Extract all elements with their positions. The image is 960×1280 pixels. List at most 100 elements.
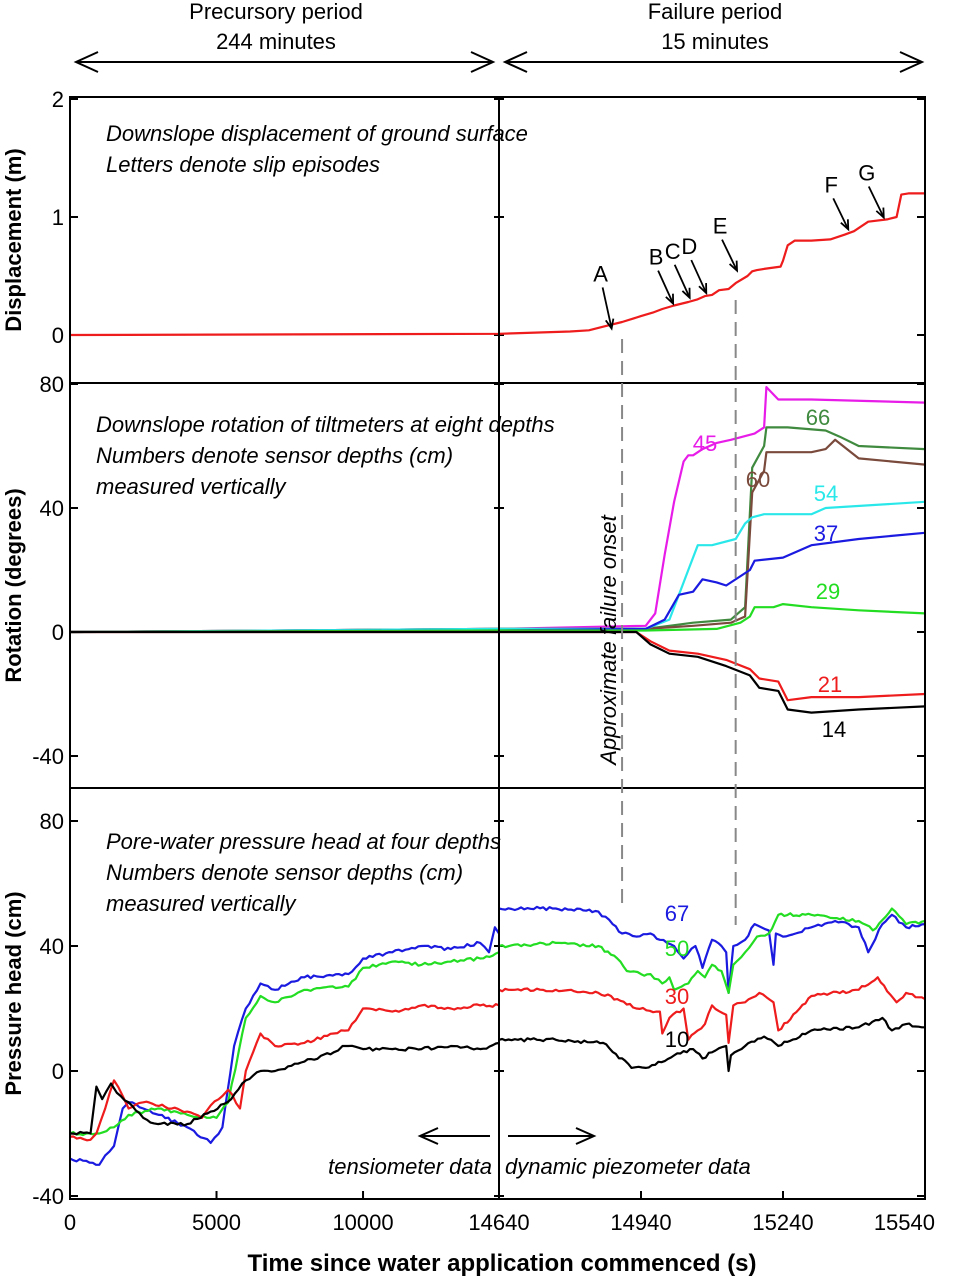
outer-frame (69, 96, 926, 1200)
y-tick-label: 0 (52, 323, 64, 348)
series-group (70, 386, 925, 714)
y-tick-label: 80 (40, 372, 64, 397)
y-tick-label: 0 (52, 620, 64, 645)
slip-arrowhead (698, 283, 708, 296)
precursory-period-label: Precursory period (189, 0, 363, 24)
rotation-label-21: 21 (818, 672, 842, 697)
y-axis-title: Rotation (degrees) (1, 488, 26, 682)
pressure-label-50: 50 (665, 936, 689, 961)
series-line-50 (70, 907, 925, 1137)
plot-frame (69, 96, 926, 1200)
series-line-10 (70, 1016, 925, 1136)
note-line: Letters denote slip episodes (106, 152, 380, 177)
x-axis-title: Time since water application commenced (… (247, 1250, 756, 1277)
pressure-panel: -40 0 40 80 Pressure head (cm) Pore-water pre… (1, 809, 925, 1209)
slip-label-B: B (649, 245, 664, 270)
failure-duration-label: 15 minutes (661, 29, 769, 54)
x-tick-label: 15540 (874, 1210, 935, 1235)
rotation-label-60: 60 (746, 467, 770, 492)
pressure-label-10: 10 (665, 1027, 689, 1052)
y-axis-title: Pressure head (cm) (1, 891, 26, 1095)
data-source-arrows (417, 1127, 597, 1145)
y-tick-label: 0 (52, 1059, 64, 1084)
slip-label-A: A (593, 261, 608, 286)
slip-arrowhead (681, 287, 691, 300)
y-tick-label: 40 (40, 934, 64, 959)
slip-arrow (690, 259, 708, 294)
slip-marker-A: A (593, 261, 615, 331)
y-tick-label: 2 (52, 87, 64, 112)
slip-marker-B: B (649, 245, 675, 306)
rotation-label-14: 14 (822, 717, 846, 742)
series-line-37 (70, 531, 925, 634)
failure-arrow (502, 51, 925, 73)
pressure-label-67: 67 (665, 901, 689, 926)
series-line-displacement (70, 192, 925, 337)
rotation-label-37: 37 (814, 521, 838, 546)
slip-arrow (721, 239, 738, 272)
slip-marker-F: F (825, 172, 850, 232)
slip-arrow (673, 264, 691, 299)
slip-arrow (867, 186, 885, 218)
rotation-label-54: 54 (814, 481, 838, 506)
series-group (70, 192, 925, 337)
rotation-label-66: 66 (806, 405, 830, 430)
piezometer-label: dynamic piezometer data (505, 1154, 751, 1179)
failure-period-label: Failure period (648, 0, 783, 24)
slip-marker-D: D (681, 234, 708, 296)
slip-arrowhead (728, 260, 739, 273)
y-tick-label: 80 (40, 809, 64, 834)
y-tick-label: 1 (52, 205, 64, 230)
series-line-45 (70, 386, 925, 634)
x-tick-label: 14940 (610, 1210, 671, 1235)
x-tick-label: 14640 (468, 1210, 529, 1235)
series-line-60 (70, 438, 925, 634)
piezometer-arrowhead (575, 1127, 597, 1145)
y-axis-title: Displacement (m) (1, 148, 26, 331)
x-axis: Time since water application commenced (… (64, 1191, 935, 1277)
note-line: Numbers denote sensor depths (cm) (106, 860, 463, 885)
series-group (70, 905, 925, 1166)
note-line: Downslope rotation of tiltmeters at eigh… (96, 412, 555, 437)
rotation-label-45: 45 (693, 431, 717, 456)
note-line: Pore-water pressure head at four depths (106, 829, 501, 854)
slip-marker-G: G (858, 161, 885, 220)
period-arrows (73, 51, 925, 73)
slip-label-F: F (825, 172, 838, 197)
note-line: Downslope displacement of ground surface (106, 121, 528, 146)
displacement-panel: 0 1 2 Displacement (m) Downslope displacemen… (1, 87, 925, 348)
slip-arrowhead (840, 219, 850, 232)
slip-arrowhead (605, 318, 615, 331)
series-line-21 (70, 630, 925, 702)
rotation-label-29: 29 (816, 579, 840, 604)
y-axis-2: -40 0 40 80 (32, 809, 925, 1209)
x-tick-label: 10000 (332, 1210, 393, 1235)
slip-arrow (832, 197, 850, 230)
slip-label-G: G (858, 161, 875, 186)
slip-arrow (657, 270, 674, 305)
slip-label-D: D (681, 234, 697, 259)
failure-onset-note: Approximate failure onset (596, 514, 621, 766)
slip-label-C: C (665, 239, 681, 264)
note-line: measured vertically (106, 891, 298, 916)
series-line-14 (70, 630, 925, 714)
y-tick-label: -40 (32, 1184, 64, 1209)
x-tick-label: 5000 (192, 1210, 241, 1235)
slip-arrow (601, 287, 613, 329)
y-tick-label: -40 (32, 744, 64, 769)
tensiometer-arrowhead (417, 1127, 439, 1145)
slip-arrowhead (875, 207, 885, 220)
precursory-arrow (73, 51, 496, 73)
slip-label-E: E (713, 214, 728, 239)
slip-marker-E: E (713, 214, 739, 273)
series-line-54 (70, 500, 925, 634)
slip-marker-C: C (665, 239, 691, 300)
series-line-30 (70, 976, 925, 1142)
period-header: Precursory period 244 minutes Failure pe… (73, 0, 925, 73)
slip-arrowhead (665, 293, 675, 306)
pressure-label-30: 30 (665, 984, 689, 1009)
x-tick-label: 15240 (752, 1210, 813, 1235)
note-line: measured vertically (96, 474, 288, 499)
y-tick-label: 40 (40, 496, 64, 521)
